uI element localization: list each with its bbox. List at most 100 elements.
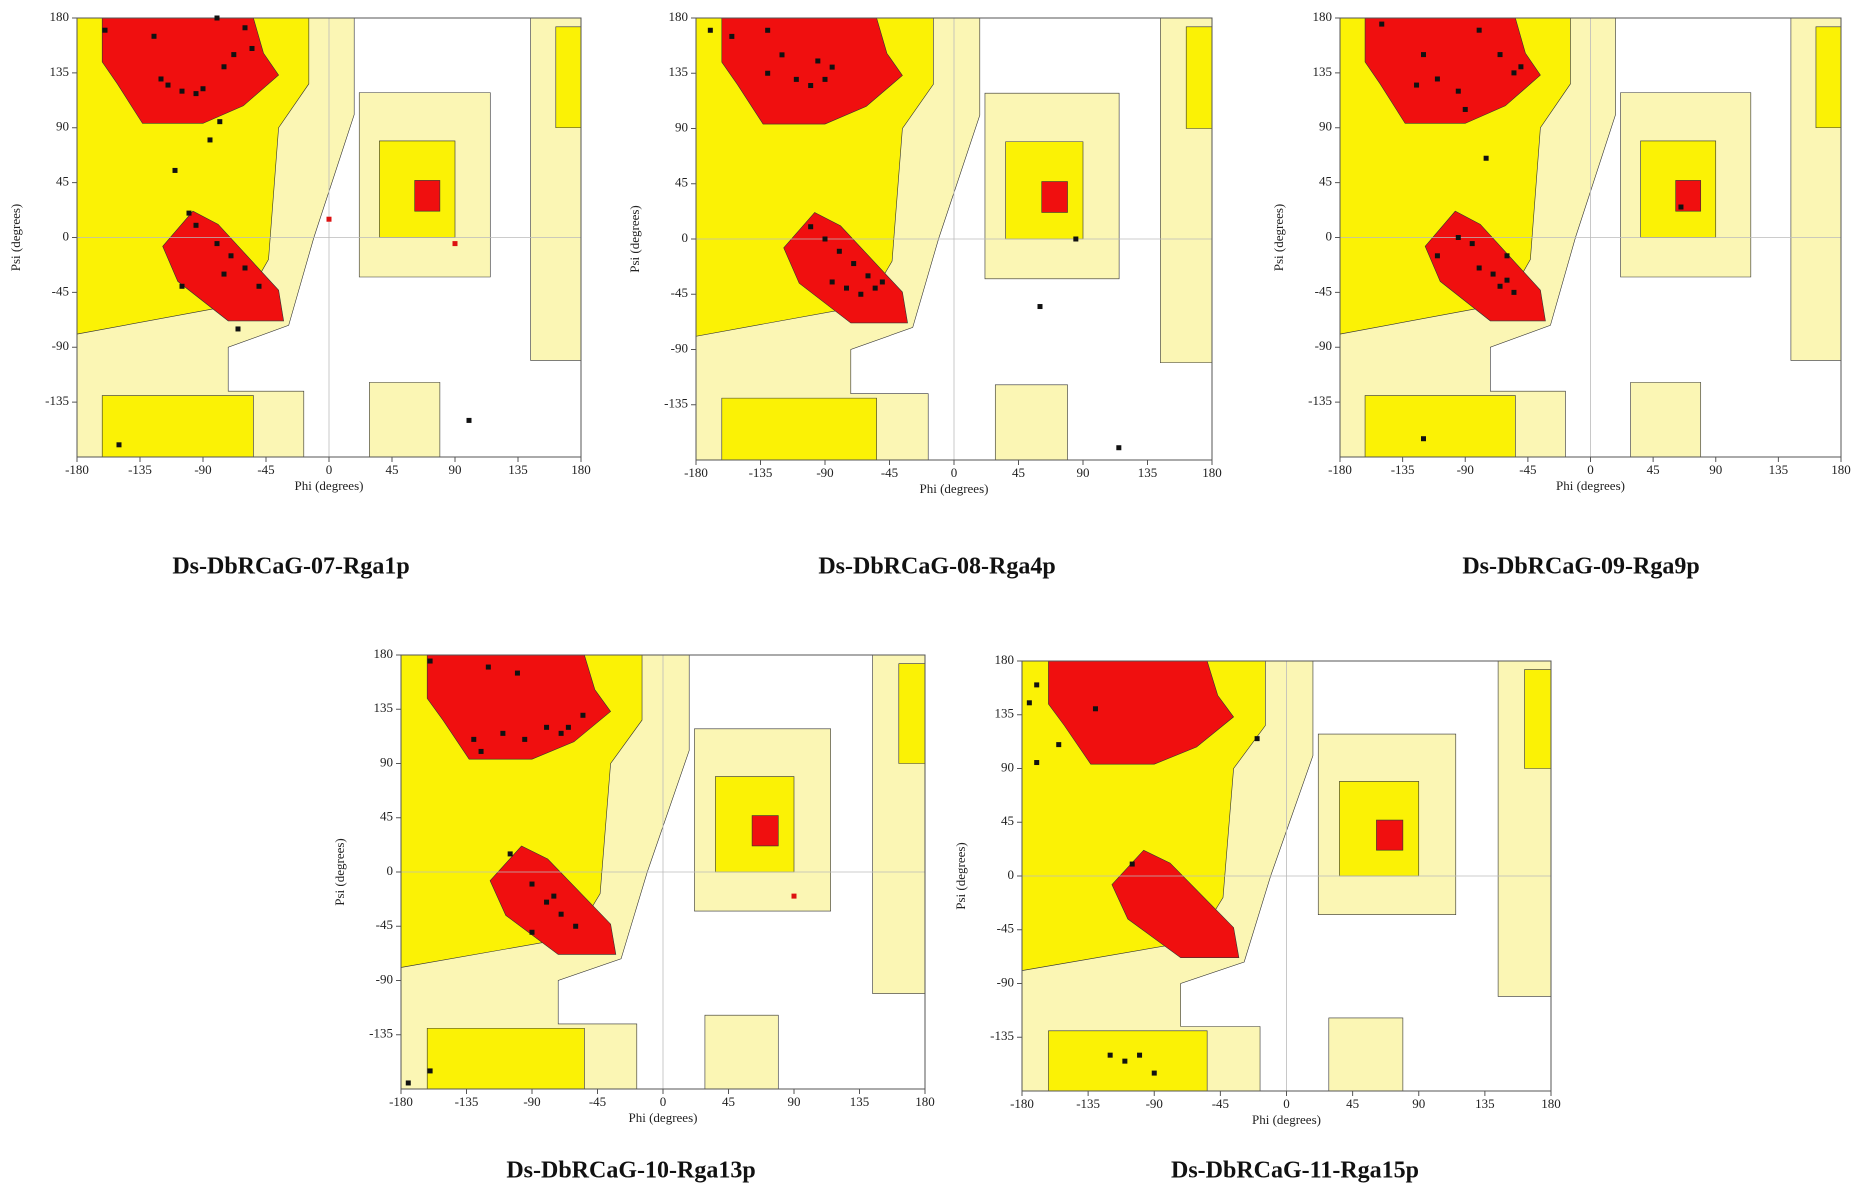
y-tick-label: -90 bbox=[1315, 338, 1332, 353]
y-tick-label: -45 bbox=[1315, 283, 1332, 298]
x-tick-label: -180 bbox=[1010, 1096, 1034, 1111]
x-tick-label: -135 bbox=[128, 462, 152, 477]
y-tick-label: 0 bbox=[63, 228, 70, 243]
region bbox=[489, 845, 617, 955]
residue-point bbox=[1116, 445, 1122, 451]
residue-point bbox=[1056, 742, 1062, 748]
x-tick-label: -45 bbox=[1519, 462, 1536, 477]
residue-point bbox=[1678, 204, 1684, 210]
x-tick-label: -180 bbox=[389, 1094, 413, 1109]
residue-point bbox=[326, 216, 332, 222]
residue-point bbox=[151, 33, 157, 39]
x-tick-label: 135 bbox=[1769, 462, 1789, 477]
region bbox=[101, 395, 254, 458]
residue-point bbox=[235, 326, 241, 332]
x-tick-label: 45 bbox=[1346, 1096, 1359, 1111]
residue-point bbox=[836, 248, 842, 254]
residue-point bbox=[1483, 155, 1489, 161]
y-tick-label: -90 bbox=[671, 340, 688, 355]
residue-point bbox=[1469, 241, 1475, 247]
chart-title: Ds-DbRCaG-07-Rga1p bbox=[172, 554, 409, 580]
x-axis-label: Phi (degrees) bbox=[295, 478, 364, 493]
ramachandran-plot: -180 -135 -90 -45 0 45 90 135 180 -135 -90 -45 0 45 90… bbox=[8, 9, 591, 580]
region bbox=[751, 815, 779, 847]
chart-title: Ds-DbRCaG-10-Rga13p bbox=[506, 1158, 755, 1184]
x-tick-label: -135 bbox=[749, 465, 773, 480]
y-tick-label: -45 bbox=[376, 917, 393, 932]
residue-point bbox=[879, 279, 885, 285]
x-tick-label: 180 bbox=[1541, 1096, 1561, 1111]
region bbox=[721, 397, 877, 461]
region bbox=[1328, 1017, 1404, 1092]
residue-point bbox=[1421, 52, 1426, 58]
y-axis-label: Psi (degrees) bbox=[1271, 204, 1286, 272]
y-tick-label: -45 bbox=[997, 921, 1014, 936]
x-tick-label: 90 bbox=[1077, 465, 1090, 480]
x-tick-label: 45 bbox=[1647, 462, 1660, 477]
residue-point bbox=[186, 210, 192, 216]
residue-point bbox=[228, 253, 234, 259]
residue-point bbox=[844, 285, 849, 291]
region bbox=[1675, 180, 1702, 212]
residue-point bbox=[200, 86, 206, 92]
y-tick-label: 45 bbox=[56, 174, 69, 189]
residue-point bbox=[793, 76, 799, 82]
y-tick-label: 90 bbox=[675, 119, 688, 134]
y-tick-label: 90 bbox=[56, 119, 69, 134]
y-tick-label: 180 bbox=[50, 9, 70, 24]
y-tick-label: 135 bbox=[50, 64, 70, 79]
x-tick-label: 45 bbox=[1012, 465, 1025, 480]
residue-point bbox=[231, 52, 237, 58]
region bbox=[1185, 26, 1213, 129]
y-tick-label: -135 bbox=[664, 396, 688, 411]
x-tick-label: -135 bbox=[1076, 1096, 1100, 1111]
residue-point bbox=[858, 291, 864, 297]
y-tick-label: 135 bbox=[669, 64, 689, 79]
x-tick-label: -90 bbox=[1146, 1096, 1163, 1111]
residue-point bbox=[829, 64, 835, 70]
residue-point bbox=[1497, 283, 1503, 289]
y-tick-label: 90 bbox=[1001, 759, 1014, 774]
region bbox=[1364, 17, 1541, 124]
residue-point bbox=[1504, 253, 1510, 259]
x-tick-label: -180 bbox=[1328, 462, 1352, 477]
y-tick-label: 180 bbox=[669, 9, 689, 24]
region bbox=[704, 1014, 779, 1090]
ramachandran-plot: -180 -135 -90 -45 0 45 90 135 180 -135 -90 -45 0 45 90… bbox=[953, 652, 1561, 1184]
y-axis-label: Psi (degrees) bbox=[627, 205, 642, 273]
residue-point bbox=[172, 167, 178, 173]
residue-point bbox=[1026, 700, 1032, 706]
residue-point bbox=[822, 76, 828, 82]
x-tick-label: 0 bbox=[660, 1094, 667, 1109]
residue-point bbox=[729, 33, 735, 39]
residue-point bbox=[1511, 70, 1517, 76]
x-tick-label: 180 bbox=[1831, 462, 1851, 477]
residue-point bbox=[427, 658, 433, 664]
residue-point bbox=[249, 45, 255, 51]
y-tick-label: 45 bbox=[1319, 174, 1332, 189]
region bbox=[101, 17, 279, 124]
x-tick-label: 0 bbox=[1587, 462, 1594, 477]
residue-point bbox=[165, 82, 171, 88]
y-tick-label: -90 bbox=[997, 974, 1014, 989]
x-tick-label: -90 bbox=[1457, 462, 1474, 477]
y-tick-label: 180 bbox=[374, 646, 394, 661]
residue-point bbox=[485, 664, 491, 670]
region bbox=[1041, 181, 1068, 213]
y-tick-label: 90 bbox=[1319, 119, 1332, 134]
y-tick-label: -135 bbox=[45, 393, 69, 408]
residue-point bbox=[544, 899, 550, 905]
x-tick-label: -135 bbox=[455, 1094, 479, 1109]
region bbox=[783, 212, 908, 324]
x-tick-label: 90 bbox=[788, 1094, 801, 1109]
residue-point bbox=[242, 265, 248, 271]
residue-point bbox=[452, 241, 458, 247]
residue-point bbox=[207, 137, 213, 143]
residue-point bbox=[1490, 271, 1496, 277]
x-tick-label: -180 bbox=[684, 465, 708, 480]
residue-point bbox=[1129, 861, 1135, 867]
residue-point bbox=[573, 923, 579, 929]
residue-point bbox=[872, 285, 878, 291]
residue-point bbox=[405, 1080, 411, 1086]
region bbox=[162, 210, 284, 322]
